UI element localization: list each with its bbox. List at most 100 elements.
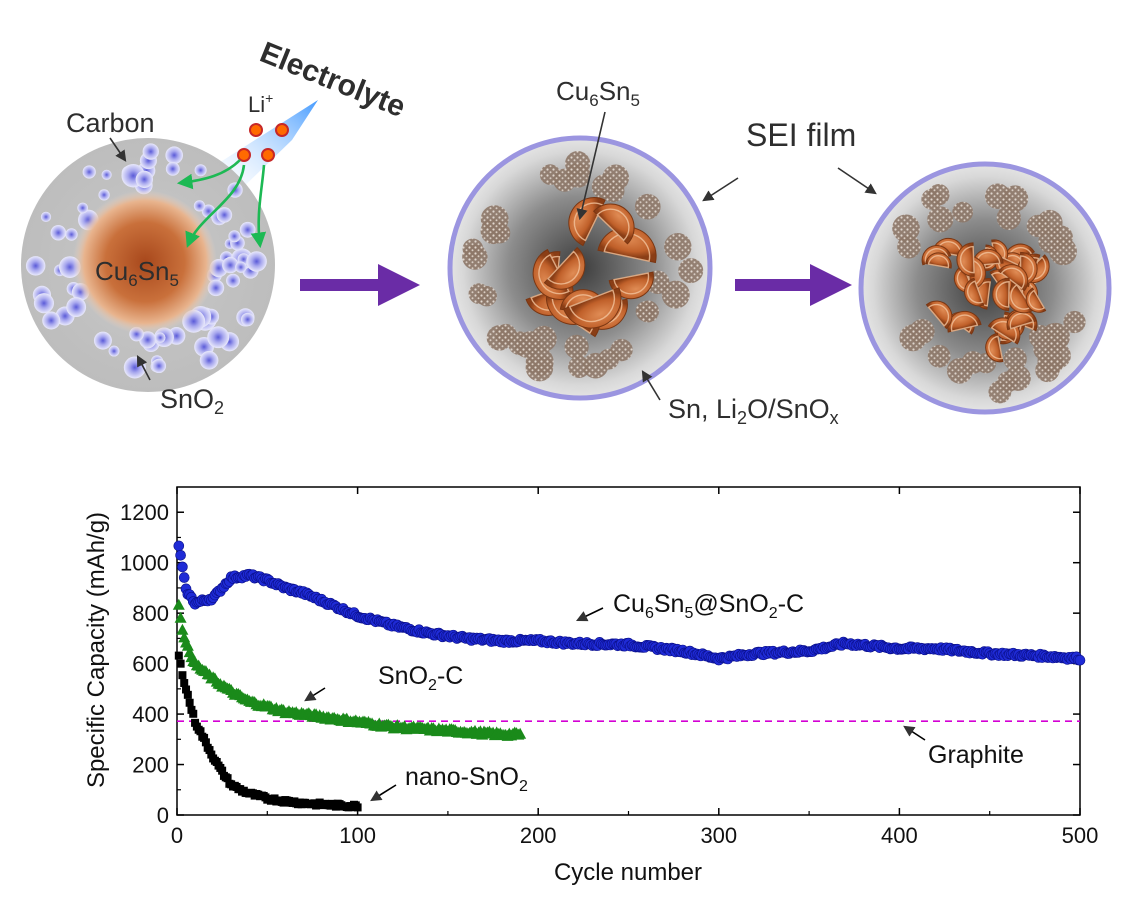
sn-cluster: [564, 334, 589, 359]
sn-cluster: [946, 357, 973, 384]
lithiated-particle: [447, 135, 713, 401]
series-0: [173, 540, 1086, 666]
data-point: [176, 623, 189, 635]
sn-cluster: [985, 183, 1011, 209]
sno2-bubble: [246, 251, 267, 272]
y-tick-label: 0: [157, 803, 169, 828]
li-ions: [237, 123, 289, 162]
sno2-bubble: [123, 356, 146, 379]
data-point: [177, 561, 188, 573]
sno2-bubble: [226, 273, 240, 288]
pristine-particle: [21, 138, 275, 392]
x-tick-label: 400: [881, 823, 918, 848]
data-point: [174, 611, 187, 623]
carbon-label: Carbon: [66, 108, 155, 138]
sno2-bubble: [25, 256, 46, 276]
series-pointer-nano: [370, 784, 397, 802]
capacity-chart: 0 100 200 300 400 500 0 200 400 600 800 1000 1200 Cy…: [83, 486, 1098, 886]
process-arrow-2: [735, 264, 852, 306]
series-label-composite: Cu6Sn5@SnO2-C: [613, 590, 804, 622]
li-ion-dot: [275, 123, 289, 137]
data-point: [185, 698, 194, 707]
series-label-sno2c: SnO2-C: [378, 662, 463, 694]
sno2-bubble: [40, 211, 52, 223]
li-ion-dot: [261, 148, 275, 162]
series-1: [172, 598, 527, 741]
data-point: [353, 803, 362, 812]
products-label: Sn, Li2O/SnOx: [668, 394, 839, 428]
alloy-fragment: [998, 264, 1029, 292]
alloy-fragment: [1025, 287, 1047, 313]
pulverized-cu6sn5-fragments: [921, 237, 1050, 363]
sn-cluster: [462, 244, 488, 270]
data-point: [176, 659, 185, 668]
series-pointer-composite: [575, 607, 604, 622]
alloy-fragment: [543, 246, 586, 290]
sn-li2o-clusters: [462, 151, 704, 382]
alloy-fragment: [964, 277, 985, 307]
sn-cluster: [610, 338, 633, 362]
data-series: [172, 540, 1086, 812]
sno2-bubble: [135, 170, 154, 189]
sno2-bubble: [222, 256, 239, 274]
data-point: [182, 685, 191, 694]
cycled-particle: [858, 161, 1112, 415]
alloy-fragment: [563, 287, 622, 329]
data-point: [189, 709, 198, 718]
li-ion-dot: [237, 148, 251, 162]
sno2-bubble: [108, 345, 120, 357]
sno2-bubble: [193, 200, 206, 212]
sn-cluster: [602, 164, 630, 192]
sno2-bubble: [165, 146, 184, 165]
sn-cluster: [952, 201, 974, 223]
sn-cluster: [927, 344, 951, 368]
alloy-fragment: [992, 277, 1010, 312]
y-tick-label: 1200: [120, 500, 169, 525]
data-point: [173, 540, 185, 552]
data-point: [175, 549, 186, 561]
x-tick-label: 200: [520, 823, 557, 848]
sn-li2o-clusters-3: [892, 183, 1086, 404]
data-point: [1074, 654, 1086, 666]
data-point: [205, 746, 214, 755]
data-point: [196, 727, 205, 736]
y-tick-label: 800: [132, 601, 169, 626]
carbon-pointer: [109, 137, 127, 162]
sn-cluster: [634, 193, 661, 220]
data-point: [183, 690, 192, 699]
sn-cluster: [495, 323, 517, 346]
li-path: [250, 164, 267, 249]
sno2-pointer: [136, 355, 151, 381]
sno2-bubble: [207, 326, 230, 349]
electrolyte-label: Electrolyte: [255, 36, 410, 124]
sno2-bubble: [216, 207, 233, 223]
x-tick-label: 100: [339, 823, 376, 848]
alloy-fragment: [592, 203, 635, 245]
sn-cluster: [892, 214, 920, 243]
sno2-bubble: [98, 189, 110, 201]
y-tick-label: 400: [132, 702, 169, 727]
sno2-nanoparticles: [25, 143, 267, 379]
core-pointer-2: [576, 111, 606, 221]
sno2-bubble: [93, 331, 112, 350]
sn-cluster: [928, 183, 950, 206]
sn-cluster: [1026, 214, 1050, 238]
alloy-fragment: [925, 300, 953, 330]
sn-cluster: [476, 285, 497, 307]
sno2-bubble: [66, 297, 87, 317]
sn-cluster: [897, 235, 921, 259]
x-axis-label: Cycle number: [554, 859, 702, 886]
sno2-bubble: [33, 293, 54, 314]
products-pointer: [641, 370, 661, 401]
sno2-bubble: [228, 230, 241, 243]
y-axis-label: Specific Capacity (mAh/g): [83, 512, 110, 788]
sno2-bubble: [165, 161, 180, 176]
data-point: [172, 598, 185, 610]
sn-cluster: [514, 333, 540, 358]
core-label-2: Cu6Sn5: [556, 76, 640, 110]
alloy-fragment: [985, 332, 1004, 363]
alloy-fragment: [956, 242, 975, 277]
sn-cluster: [927, 206, 954, 233]
li-path: [176, 159, 241, 190]
data-point: [218, 766, 227, 775]
